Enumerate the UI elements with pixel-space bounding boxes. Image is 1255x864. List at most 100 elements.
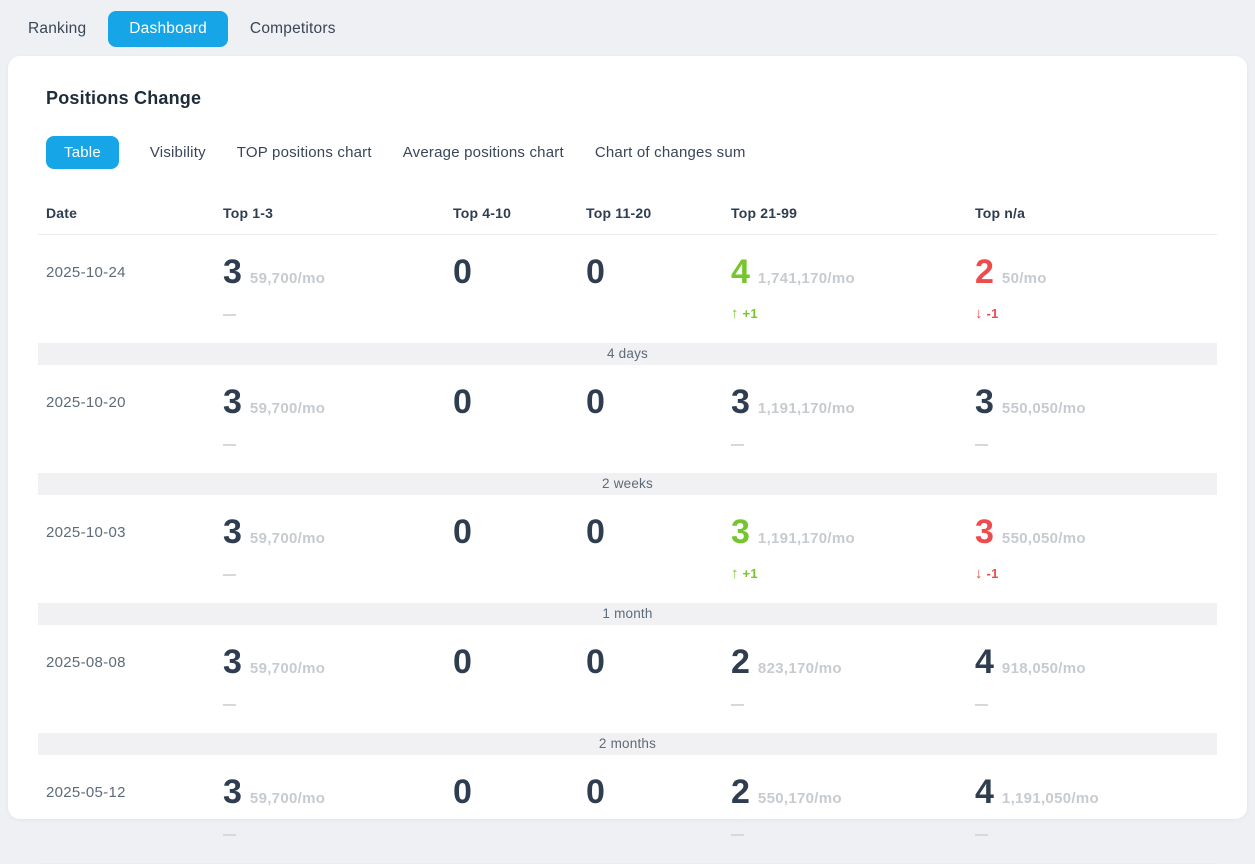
search-volume: 550,050/mo (1001, 530, 1086, 547)
table-row: 2025-05-12 3 59,700/mo 0 0 2 550,170/mo … (38, 755, 1217, 863)
position-count: 0 (586, 383, 605, 421)
column-header-top-n-a: Top n/a (975, 205, 1026, 221)
view-tab-top-positions-chart[interactable]: TOP positions chart (236, 144, 372, 161)
change-indicator (453, 305, 586, 321)
search-volume: 550,170/mo (757, 790, 842, 807)
no-change-dash (975, 834, 988, 836)
change-indicator (731, 695, 975, 711)
metric-cell: 0 (453, 255, 586, 321)
metric-cell: 3 1,191,170/mo ↑ +1 (731, 515, 975, 581)
view-tab-chart-of-changes-sum[interactable]: Chart of changes sum (594, 144, 746, 161)
tab-ranking[interactable]: Ranking (28, 20, 87, 37)
position-count: 3 (223, 513, 242, 551)
time-gap-band-4-days: 4 days (38, 343, 1217, 365)
position-count: 3 (975, 383, 994, 421)
column-header-top-4-10: Top 4-10 (453, 205, 512, 221)
metric-cell: 0 (453, 645, 586, 711)
time-gap-band-2-weeks: 2 weeks (38, 473, 1217, 495)
position-count: 3 (223, 253, 242, 291)
change-indicator (586, 305, 731, 321)
no-change-dash (223, 574, 236, 576)
arrow-down-icon: ↓ (975, 564, 983, 582)
change-indicator (223, 435, 453, 451)
change-indicator: ↓ -1 (975, 565, 1217, 581)
metric-cell: 0 (586, 385, 731, 451)
change-indicator (586, 565, 731, 581)
position-count: 0 (453, 253, 472, 291)
position-count: 0 (586, 513, 605, 551)
position-count: 3 (731, 383, 750, 421)
row-date: 2025-10-24 (46, 264, 126, 281)
metric-cell: 0 (453, 385, 586, 451)
column-header-date: Date (46, 205, 78, 221)
change-indicator (586, 695, 731, 711)
row-date: 2025-10-03 (46, 524, 126, 541)
metric-cell: 3 59,700/mo (223, 515, 453, 581)
no-change-dash (731, 834, 744, 836)
change-indicator (731, 435, 975, 451)
time-gap-band-2-months: 2 months (38, 733, 1217, 755)
metric-cell: 4 918,050/mo (975, 645, 1217, 711)
position-count: 0 (586, 773, 605, 811)
metric-cell: 0 (453, 515, 586, 581)
row-date: 2025-10-20 (46, 394, 126, 411)
metric-cell: 0 (586, 775, 731, 841)
metric-cell: 3 59,700/mo (223, 255, 453, 321)
change-indicator: ↑ +1 (731, 565, 975, 581)
column-header-top-11-20: Top 11-20 (586, 205, 652, 221)
table-row: 2025-08-08 3 59,700/mo 0 0 2 823,170/mo … (38, 625, 1217, 733)
change-indicator: ↑ +1 (731, 305, 975, 321)
no-change-dash (975, 704, 988, 706)
no-change-dash (223, 834, 236, 836)
no-change-dash (223, 704, 236, 706)
arrow-up-icon: ↑ (731, 564, 739, 582)
no-change-dash (731, 704, 744, 706)
position-count: 0 (586, 643, 605, 681)
search-volume: 59,700/mo (249, 660, 326, 677)
change-delta: -1 (986, 305, 999, 321)
table-row: 2025-10-20 3 59,700/mo 0 0 3 1,191,170/m… (38, 365, 1217, 473)
metric-cell: 2 550,170/mo (731, 775, 975, 841)
change-indicator (975, 435, 1217, 451)
position-count: 0 (453, 643, 472, 681)
table-row: 2025-10-03 3 59,700/mo 0 0 3 1,191,170/m… (38, 495, 1217, 603)
change-indicator (586, 825, 731, 841)
view-tab-visibility[interactable]: Visibility (149, 144, 206, 161)
search-volume: 918,050/mo (1001, 660, 1086, 677)
position-count: 3 (975, 513, 994, 551)
change-delta: +1 (742, 305, 758, 321)
change-indicator: ↓ -1 (975, 305, 1217, 321)
metric-cell: 3 550,050/mo (975, 385, 1217, 451)
metric-cell: 0 (586, 645, 731, 711)
search-volume: 1,191,050/mo (1001, 790, 1099, 807)
main-tab-bar: Ranking Dashboard Competitors (0, 0, 1255, 56)
metric-cell: 4 1,741,170/mo ↑ +1 (731, 255, 975, 321)
view-tab-bar: Table Visibility TOP positions chart Averag… (46, 136, 1217, 169)
view-tab-table[interactable]: Table (46, 136, 119, 169)
no-change-dash (223, 314, 236, 316)
tab-dashboard[interactable]: Dashboard (108, 11, 228, 47)
search-volume: 550,050/mo (1001, 400, 1086, 417)
search-volume: 59,700/mo (249, 270, 326, 287)
change-indicator (223, 825, 453, 841)
view-tab-average-positions-chart[interactable]: Average positions chart (402, 144, 564, 161)
row-date: 2025-08-08 (46, 654, 126, 671)
change-indicator (453, 565, 586, 581)
position-count: 3 (223, 643, 242, 681)
no-change-dash (223, 444, 236, 446)
search-volume: 1,191,170/mo (757, 400, 855, 417)
search-volume: 1,191,170/mo (757, 530, 855, 547)
column-header-top-1-3: Top 1-3 (223, 205, 274, 221)
metric-cell: 0 (586, 515, 731, 581)
position-count: 0 (453, 773, 472, 811)
change-indicator (975, 825, 1217, 841)
change-indicator (223, 305, 453, 321)
metric-cell: 4 1,191,050/mo (975, 775, 1217, 841)
positions-change-panel: Positions Change Table Visibility TOP posi… (8, 56, 1247, 864)
change-indicator (223, 565, 453, 581)
change-delta: +1 (742, 565, 758, 581)
change-indicator (453, 825, 586, 841)
tab-competitors[interactable]: Competitors (249, 20, 336, 37)
metric-cell: 0 (453, 775, 586, 841)
position-count: 0 (453, 383, 472, 421)
